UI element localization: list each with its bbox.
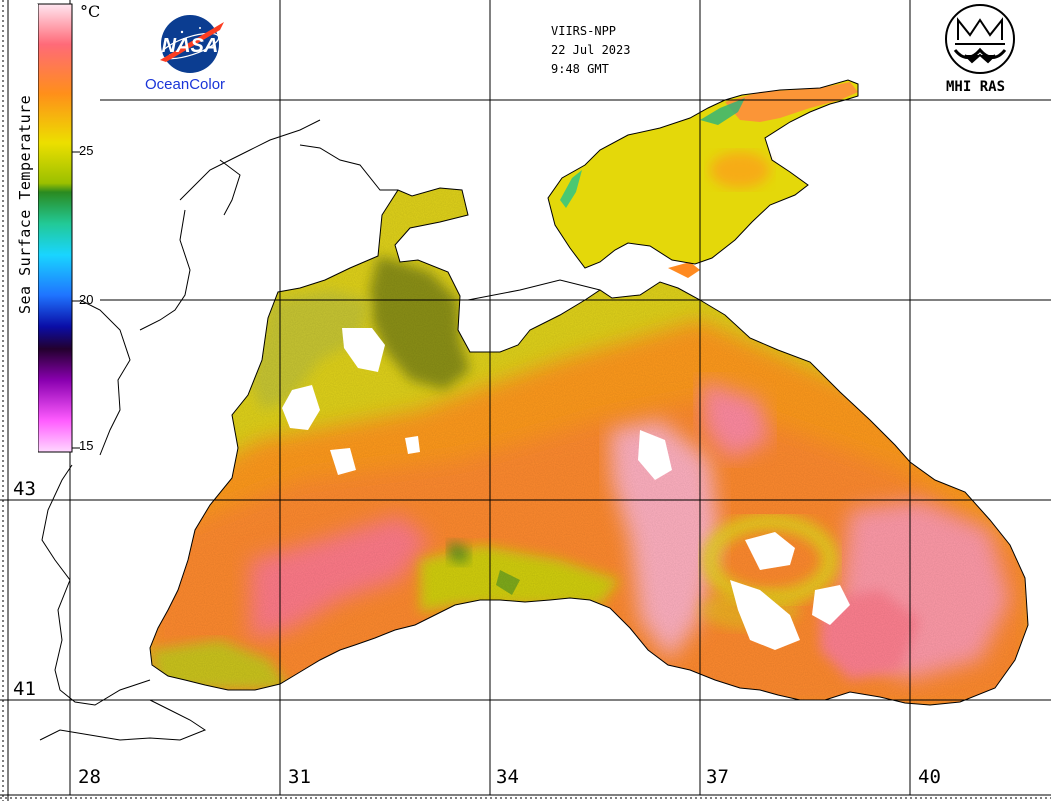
colorbar-tick-20: 20 <box>79 292 94 307</box>
lon-label-31: 31 <box>288 766 311 788</box>
colorbar-unit: °C <box>80 2 101 21</box>
coastline <box>39 79 1029 741</box>
lon-label-28: 28 <box>78 766 101 788</box>
azov-sea <box>548 80 858 278</box>
lat-label-43: 43 <box>13 478 36 500</box>
colorbar-title: Sea Surface Temperature <box>16 94 34 314</box>
lon-label-40: 40 <box>918 766 941 788</box>
acquisition-time: 9:48 GMT <box>551 62 609 76</box>
oceancolor-caption: OceanColor <box>145 76 226 93</box>
mhi-logo <box>945 4 1015 74</box>
colorbar-tick-15: 15 <box>79 438 94 453</box>
lon-label-34: 34 <box>496 766 519 788</box>
mhi-caption: MHI RAS <box>946 79 1006 95</box>
nasa-logo: NASA <box>160 15 224 73</box>
lat-label-41: 41 <box>13 678 36 700</box>
satellite-sensor: VIIRS-NPP <box>551 24 617 38</box>
lon-label-37: 37 <box>706 766 729 788</box>
svg-text:NASA: NASA <box>162 35 219 57</box>
colorbar <box>12 3 80 456</box>
colorbar-tick-25: 25 <box>79 143 94 158</box>
acquisition-date: 22 Jul 2023 <box>551 43 631 57</box>
